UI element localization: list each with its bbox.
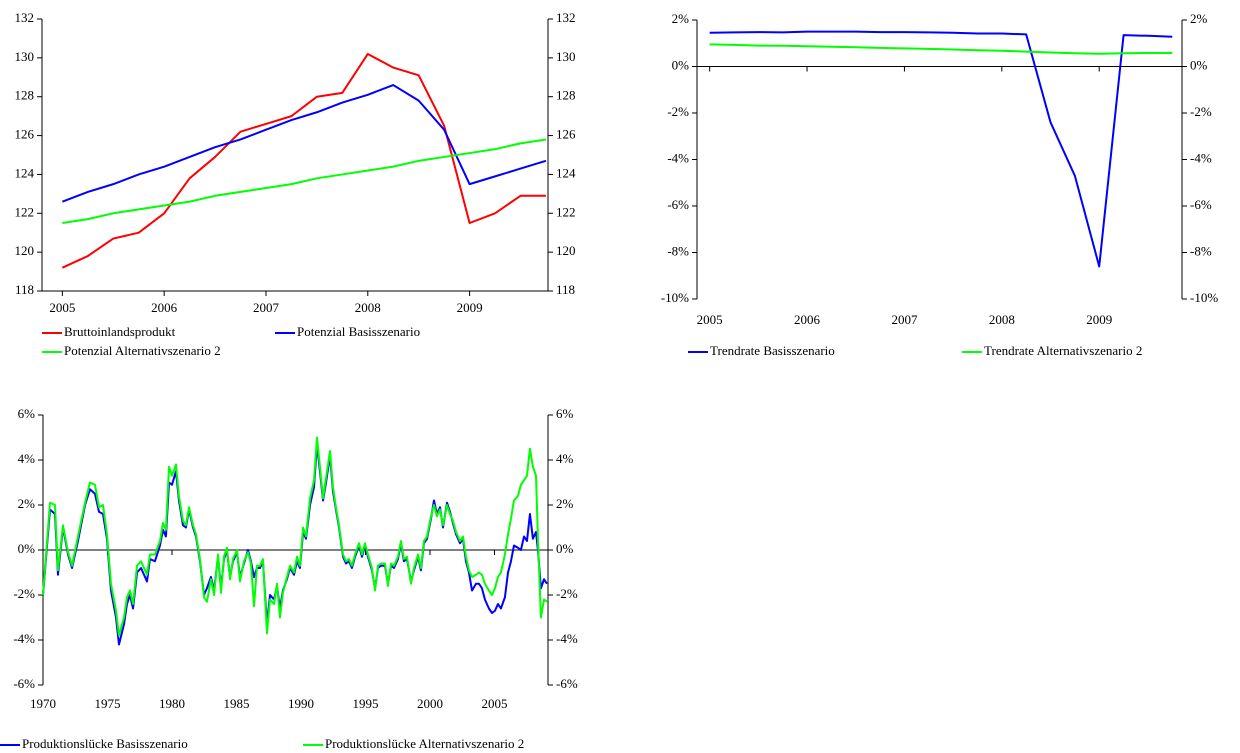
y2-tick-label: -6%	[1190, 197, 1212, 212]
y-tick-label: 130	[15, 49, 35, 64]
y-tick-label: -4%	[667, 150, 689, 165]
legend-label: Potenzial Alternativszenario 2	[64, 343, 221, 358]
series-line	[42, 443, 548, 646]
legend-label: Trendrate Basisszenario	[710, 343, 835, 358]
y2-tick-label: -4%	[556, 631, 578, 646]
y2-tick-label: 0%	[1190, 57, 1208, 72]
y-tick-label: 0%	[18, 541, 36, 556]
legend-label: Produktionslücke Basisszenario	[22, 736, 188, 751]
y2-tick-label: -10%	[1190, 290, 1218, 305]
y2-tick-label: 120	[556, 243, 576, 258]
legend-label: Produktionslücke Alternativszenario 2	[325, 736, 524, 751]
x-tick-label: 2006	[794, 312, 821, 327]
y2-tick-label: 6%	[556, 406, 574, 421]
series-line	[62, 138, 547, 224]
y2-tick-label: 132	[556, 10, 576, 25]
x-tick-label: 2007	[891, 312, 918, 327]
y-tick-label: 122	[15, 204, 35, 219]
y-tick-label: 132	[15, 10, 35, 25]
y2-tick-label: -6%	[556, 676, 578, 691]
x-tick-label: 2000	[417, 696, 443, 711]
y2-tick-label: 118	[556, 282, 575, 297]
series-line	[42, 436, 548, 637]
series-line	[62, 84, 547, 203]
y2-tick-label: -4%	[1190, 150, 1212, 165]
x-tick-label: 2006	[151, 300, 178, 315]
x-tick-label: 2005	[697, 312, 723, 327]
y2-tick-label: 124	[556, 165, 576, 180]
series-line	[61, 52, 546, 269]
y-tick-label: 128	[15, 88, 35, 103]
y-tick-label: -8%	[667, 243, 689, 258]
x-tick-label: 1995	[352, 696, 378, 711]
y-tick-label: -6%	[13, 676, 35, 691]
x-tick-label: 1985	[223, 696, 249, 711]
series-line	[709, 43, 1173, 55]
y2-tick-label: 2%	[1190, 11, 1208, 26]
x-tick-label: 1980	[159, 696, 185, 711]
y2-tick-label: 130	[556, 49, 576, 64]
legend-label: Potenzial Basisszenario	[297, 324, 420, 339]
y2-tick-label: -2%	[1190, 104, 1212, 119]
legend-label: Trendrate Alternativszenario 2	[984, 343, 1142, 358]
y-tick-label: 0%	[672, 57, 690, 72]
y-tick-label: -2%	[667, 104, 689, 119]
x-tick-label: 1990	[288, 696, 314, 711]
y-tick-label: 118	[15, 282, 34, 297]
y-tick-label: 4%	[18, 451, 36, 466]
x-tick-label: 2007	[253, 300, 280, 315]
x-tick-label: 2005	[481, 696, 507, 711]
x-tick-label: 1975	[94, 696, 120, 711]
y-tick-label: -4%	[13, 631, 35, 646]
x-tick-label: 2008	[989, 312, 1015, 327]
y2-tick-label: -8%	[1190, 243, 1212, 258]
y2-tick-label: 0%	[556, 541, 574, 556]
y-tick-label: 120	[15, 243, 35, 258]
y2-tick-label: 128	[556, 88, 576, 103]
legend-label: Bruttoinlandsprodukt	[64, 324, 176, 339]
x-tick-label: 2008	[355, 300, 381, 315]
y-tick-label: 126	[15, 127, 35, 142]
y-tick-label: 2%	[18, 496, 36, 511]
y-tick-label: -6%	[667, 197, 689, 212]
y-tick-label: 6%	[18, 406, 36, 421]
y2-tick-label: 2%	[556, 496, 574, 511]
y-tick-label: 2%	[672, 11, 690, 26]
y2-tick-label: 122	[556, 204, 576, 219]
x-tick-label: 2009	[457, 300, 483, 315]
y2-tick-label: 126	[556, 127, 576, 142]
y-tick-label: -2%	[13, 586, 35, 601]
x-tick-label: 1970	[30, 696, 56, 711]
y-tick-label: 124	[15, 165, 35, 180]
y2-tick-label: 4%	[556, 451, 574, 466]
y2-tick-label: -2%	[556, 586, 578, 601]
y-tick-label: -10%	[661, 290, 689, 305]
series-line	[709, 30, 1173, 268]
x-tick-label: 2009	[1086, 312, 1112, 327]
x-tick-label: 2005	[49, 300, 75, 315]
